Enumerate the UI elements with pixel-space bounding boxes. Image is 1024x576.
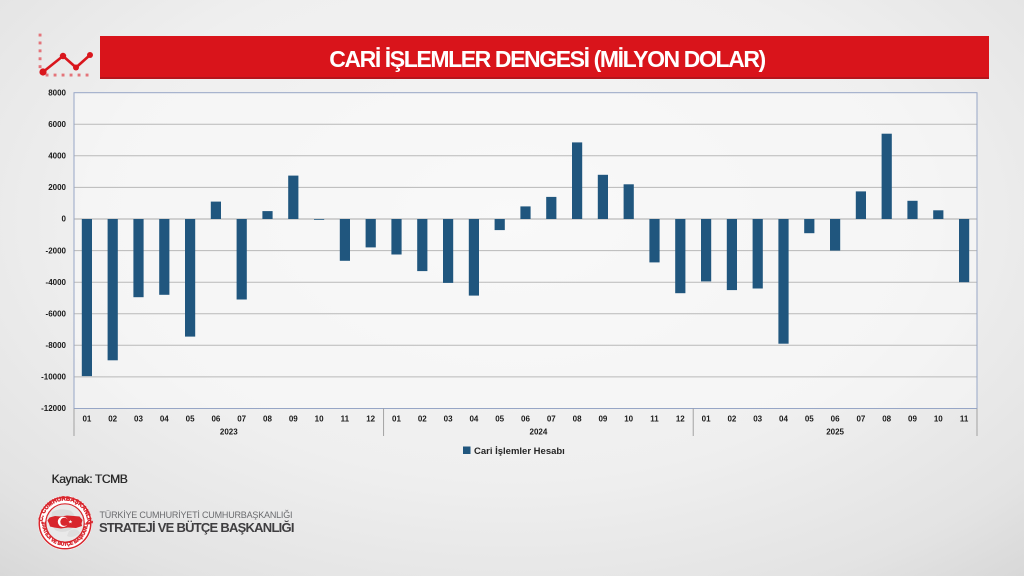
svg-text:04: 04 [779, 415, 788, 424]
svg-text:08: 08 [263, 415, 272, 424]
svg-text:8000: 8000 [48, 88, 66, 97]
svg-text:08: 08 [882, 415, 891, 424]
svg-text:06: 06 [831, 415, 840, 424]
svg-text:0: 0 [62, 215, 67, 224]
svg-text:10: 10 [315, 415, 324, 424]
svg-text:11: 11 [650, 415, 659, 424]
svg-text:01: 01 [702, 415, 711, 424]
svg-text:05: 05 [495, 415, 504, 424]
svg-text:06: 06 [521, 415, 530, 424]
svg-text:01: 01 [392, 415, 401, 424]
svg-text:4000: 4000 [48, 152, 66, 161]
svg-text:-8000: -8000 [46, 341, 67, 350]
svg-text:10: 10 [934, 415, 943, 424]
svg-text:2000: 2000 [48, 183, 66, 192]
svg-text:11: 11 [341, 415, 350, 424]
svg-text:02: 02 [727, 415, 736, 424]
svg-text:03: 03 [134, 415, 143, 424]
svg-text:05: 05 [186, 415, 195, 424]
svg-text:01: 01 [82, 415, 91, 424]
svg-text:07: 07 [856, 415, 865, 424]
svg-text:-6000: -6000 [46, 309, 67, 318]
svg-text:02: 02 [108, 415, 117, 424]
svg-text:06: 06 [211, 415, 220, 424]
svg-text:-10000: -10000 [41, 373, 66, 382]
svg-text:09: 09 [908, 415, 917, 424]
svg-text:09: 09 [598, 415, 607, 424]
svg-text:-4000: -4000 [46, 278, 67, 287]
svg-text:05: 05 [805, 415, 814, 424]
svg-text:11: 11 [960, 415, 969, 424]
svg-text:03: 03 [444, 415, 453, 424]
svg-text:04: 04 [160, 415, 169, 424]
svg-text:07: 07 [237, 415, 246, 424]
svg-text:2023: 2023 [220, 428, 238, 437]
svg-text:-2000: -2000 [46, 246, 67, 255]
svg-text:09: 09 [289, 415, 298, 424]
svg-text:2025: 2025 [826, 428, 844, 437]
svg-text:2024: 2024 [530, 428, 548, 437]
svg-text:04: 04 [469, 415, 478, 424]
svg-text:02: 02 [418, 415, 427, 424]
svg-text:-12000: -12000 [41, 404, 66, 413]
svg-text:10: 10 [624, 415, 633, 424]
svg-text:Cari İşlemler Hesabı: Cari İşlemler Hesabı [474, 446, 565, 457]
svg-text:12: 12 [366, 415, 375, 424]
svg-text:08: 08 [573, 415, 582, 424]
svg-text:6000: 6000 [48, 120, 66, 129]
svg-text:03: 03 [753, 415, 762, 424]
svg-text:12: 12 [676, 415, 685, 424]
svg-text:07: 07 [547, 415, 556, 424]
